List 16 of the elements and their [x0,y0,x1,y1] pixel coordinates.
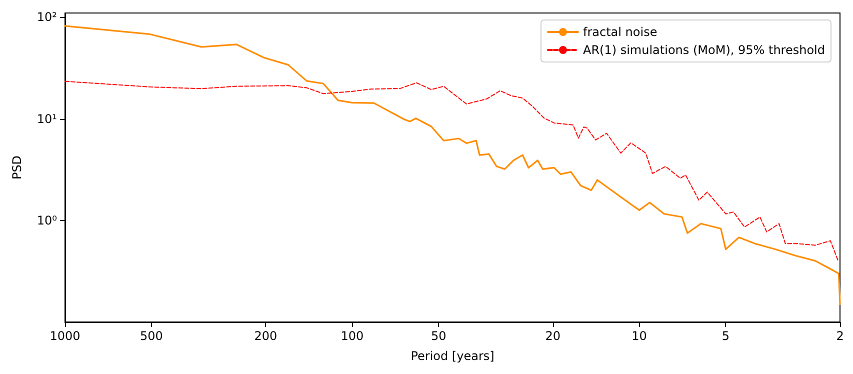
x-tick-label: 50 [430,329,446,343]
y-tick-label: 10² [36,10,58,24]
x-tick-label: 100 [340,329,364,343]
x-tick-label: 5 [722,329,730,343]
x-tick-label: 2 [836,329,844,343]
legend-label: AR(1) simulations (MoM), 95% threshold [582,43,826,57]
x-tick-label: 20 [545,329,560,343]
x-tick-label: 10 [632,329,647,343]
y-tick-label: 10⁰ [36,213,58,228]
y-tick-label: 10¹ [36,112,58,126]
x-tick-label: 500 [140,329,163,343]
y-axis-title: PSD [10,155,24,180]
x-tick-label: 1000 [50,329,80,343]
x-tick-label: 200 [254,329,278,343]
legend-label: fractal noise [582,25,658,39]
x-axis-title: Period [years] [410,349,494,363]
